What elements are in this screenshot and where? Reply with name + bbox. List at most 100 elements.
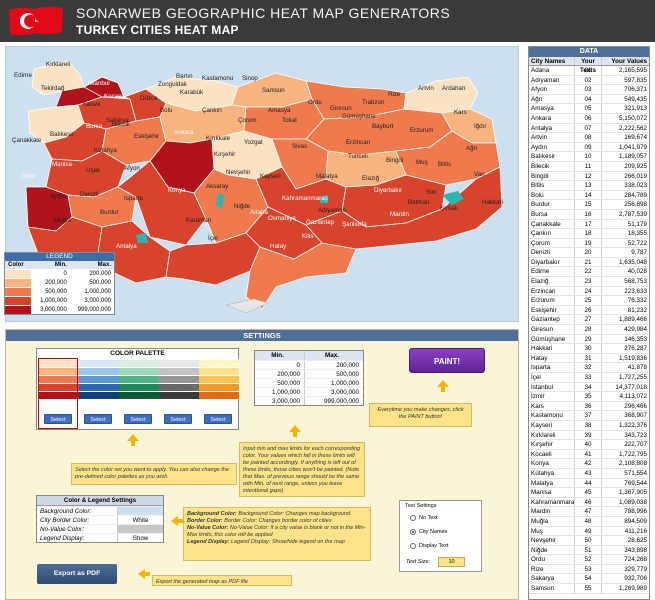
value-cell[interactable]: 169,674 <box>624 134 647 142</box>
text-cell[interactable]: 02 <box>575 75 603 85</box>
value-cell[interactable]: 1,519,836 <box>618 354 647 362</box>
text-cell[interactable]: 27 <box>575 315 603 325</box>
text-cell[interactable]: 43 <box>575 468 603 478</box>
value-cell[interactable]: 76,332 <box>627 297 647 305</box>
text-size-input[interactable]: 10 <box>438 557 465 567</box>
text-cell[interactable]: 09 <box>575 142 603 152</box>
text-cell[interactable]: 37 <box>575 411 603 420</box>
value-cell[interactable]: 52,722 <box>627 239 647 247</box>
value-cell[interactable]: 51,179 <box>627 220 647 228</box>
text-cell[interactable]: 03 <box>575 85 603 94</box>
value-cell[interactable]: 932,706 <box>624 575 647 583</box>
paint-button[interactable]: PAINT! <box>409 348 485 373</box>
value-cell[interactable]: 2,108,808 <box>618 460 647 468</box>
palette-column[interactable] <box>199 359 239 399</box>
text-cell[interactable]: 31 <box>575 353 603 363</box>
min-input[interactable]: 200,000 <box>255 370 305 378</box>
text-cell[interactable]: 19 <box>575 238 603 248</box>
text-cell[interactable]: 12 <box>575 171 603 181</box>
max-input[interactable]: 200,000 <box>336 362 359 369</box>
value-cell[interactable]: 724,268 <box>624 556 647 564</box>
setting-value[interactable]: Show <box>117 534 163 542</box>
min-input[interactable]: 500,000 <box>255 379 305 387</box>
export-pdf-button[interactable]: Export as PDF <box>37 564 117 584</box>
text-cell[interactable]: 51 <box>575 545 603 555</box>
text-cell[interactable]: 50 <box>575 536 603 545</box>
text-cell[interactable]: 34 <box>575 382 603 392</box>
select-palette-button[interactable]: Select <box>204 414 232 424</box>
text-cell[interactable]: 29 <box>575 334 603 344</box>
text-cell[interactable]: 20 <box>575 248 603 257</box>
value-cell[interactable]: 321,913 <box>624 105 647 113</box>
value-cell[interactable]: 1,269,989 <box>618 585 647 593</box>
value-cell[interactable]: 343,898 <box>624 546 647 554</box>
text-cell[interactable]: 21 <box>575 257 603 267</box>
value-cell[interactable]: 411,216 <box>624 527 647 535</box>
text-option-display-text[interactable]: Display Text <box>410 543 449 549</box>
text-cell[interactable]: 23 <box>575 277 603 286</box>
value-cell[interactable]: 1,041,979 <box>618 143 647 151</box>
text-cell[interactable]: 44 <box>575 478 603 488</box>
text-cell[interactable]: 08 <box>575 133 603 142</box>
value-cell[interactable]: 276,287 <box>624 345 647 353</box>
text-option-no-text[interactable]: No Text <box>410 515 438 521</box>
palette-column[interactable] <box>159 359 199 399</box>
palette-column[interactable] <box>79 359 119 399</box>
value-cell[interactable]: 28,625 <box>627 537 647 545</box>
value-cell[interactable]: 18,355 <box>627 230 647 238</box>
text-cell[interactable]: 18 <box>575 229 603 238</box>
max-input[interactable]: 999,000,000 <box>323 398 359 405</box>
value-cell[interactable]: 223,633 <box>624 287 647 295</box>
max-input[interactable]: 1,000,000 <box>330 380 359 387</box>
value-cell[interactable]: 146,353 <box>624 335 647 343</box>
text-cell[interactable]: 38 <box>575 420 603 430</box>
text-cell[interactable]: 42 <box>575 459 603 468</box>
value-cell[interactable]: 1,189,057 <box>618 153 647 161</box>
max-input[interactable]: 3,000,000 <box>330 389 359 396</box>
text-cell[interactable]: 40 <box>575 440 603 449</box>
text-cell[interactable]: 30 <box>575 344 603 353</box>
value-cell[interactable]: 14,377,018 <box>615 383 647 391</box>
select-palette-button[interactable]: Select <box>44 414 72 424</box>
value-cell[interactable]: 1,367,905 <box>618 489 647 497</box>
text-cell[interactable]: 45 <box>575 488 603 497</box>
value-cell[interactable]: 2,165,595 <box>618 67 647 74</box>
text-cell[interactable]: 53 <box>575 564 603 574</box>
text-cell[interactable]: 36 <box>575 401 603 411</box>
value-cell[interactable]: 2,222,562 <box>618 124 647 132</box>
text-cell[interactable]: 32 <box>575 363 603 372</box>
value-cell[interactable]: 429,984 <box>624 326 647 334</box>
value-cell[interactable]: 329,779 <box>624 565 647 573</box>
value-cell[interactable]: 2,787,539 <box>618 210 647 218</box>
value-cell[interactable]: 284,789 <box>624 191 647 199</box>
text-cell[interactable]: 28 <box>575 325 603 334</box>
value-cell[interactable]: 4,113,072 <box>619 393 647 401</box>
max-input[interactable]: 500,000 <box>336 371 359 378</box>
value-cell[interactable]: 296,466 <box>624 402 647 410</box>
value-cell[interactable]: 222,707 <box>624 441 647 449</box>
value-cell[interactable]: 343,723 <box>624 431 647 439</box>
value-cell[interactable]: 1,089,038 <box>618 498 647 506</box>
value-cell[interactable]: 9,787 <box>631 249 647 257</box>
text-cell[interactable]: 26 <box>575 305 603 315</box>
value-cell[interactable]: 368,907 <box>624 412 647 420</box>
text-cell[interactable]: 15 <box>575 200 603 209</box>
value-cell[interactable]: 81,232 <box>627 306 647 314</box>
value-cell[interactable]: 1,722,795 <box>618 450 647 458</box>
value-cell[interactable]: 338,023 <box>624 182 647 190</box>
value-cell[interactable]: 568,753 <box>624 278 647 286</box>
text-cell[interactable]: 52 <box>575 555 603 564</box>
select-palette-button[interactable]: Select <box>84 414 112 424</box>
value-cell[interactable]: 571,554 <box>624 469 647 477</box>
value-cell[interactable]: 1,322,376 <box>618 421 647 429</box>
min-input[interactable]: 0 <box>255 361 305 369</box>
select-palette-button[interactable]: Select <box>124 414 152 424</box>
text-cell[interactable]: 55 <box>575 584 603 593</box>
value-cell[interactable]: 769,544 <box>624 479 647 487</box>
value-cell[interactable]: 788,996 <box>624 508 647 516</box>
text-cell[interactable]: 41 <box>575 449 603 459</box>
setting-value[interactable]: White <box>117 516 163 524</box>
radio-button[interactable] <box>410 543 416 549</box>
palette-column[interactable] <box>39 359 79 399</box>
min-input[interactable]: 1,000,000 <box>255 388 305 396</box>
